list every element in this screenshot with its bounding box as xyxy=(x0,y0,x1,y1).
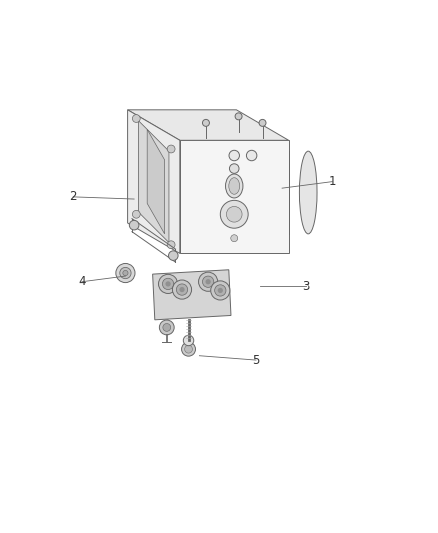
Circle shape xyxy=(162,278,174,289)
Text: 3: 3 xyxy=(302,280,310,293)
Circle shape xyxy=(247,150,257,161)
Polygon shape xyxy=(127,110,180,254)
Circle shape xyxy=(215,285,226,296)
Circle shape xyxy=(180,287,185,292)
Circle shape xyxy=(173,280,191,299)
Text: 1: 1 xyxy=(328,175,336,188)
Polygon shape xyxy=(127,110,289,140)
Circle shape xyxy=(116,263,135,282)
Ellipse shape xyxy=(226,174,243,198)
Circle shape xyxy=(198,272,218,292)
Circle shape xyxy=(167,241,175,249)
Circle shape xyxy=(182,342,195,356)
Circle shape xyxy=(120,268,131,279)
Circle shape xyxy=(159,274,178,294)
Circle shape xyxy=(235,113,242,120)
Polygon shape xyxy=(138,120,169,243)
Text: 4: 4 xyxy=(78,275,86,288)
Circle shape xyxy=(163,324,171,332)
Text: 5: 5 xyxy=(252,353,260,367)
Circle shape xyxy=(184,335,194,346)
Circle shape xyxy=(185,345,192,353)
Circle shape xyxy=(218,288,223,293)
Circle shape xyxy=(229,150,240,161)
Text: 2: 2 xyxy=(70,190,77,204)
Circle shape xyxy=(230,164,239,173)
Ellipse shape xyxy=(300,151,317,234)
Circle shape xyxy=(226,206,242,222)
Circle shape xyxy=(220,200,248,228)
Circle shape xyxy=(202,119,209,126)
Circle shape xyxy=(177,284,187,295)
Circle shape xyxy=(129,220,139,230)
Circle shape xyxy=(167,145,175,153)
Circle shape xyxy=(205,279,211,284)
Circle shape xyxy=(123,270,128,276)
Circle shape xyxy=(159,320,174,335)
Polygon shape xyxy=(180,140,289,254)
Circle shape xyxy=(202,276,214,287)
Polygon shape xyxy=(147,130,165,234)
Ellipse shape xyxy=(229,177,240,194)
Circle shape xyxy=(231,235,238,241)
Polygon shape xyxy=(152,270,231,320)
Circle shape xyxy=(166,281,171,287)
Circle shape xyxy=(169,251,178,261)
Circle shape xyxy=(259,119,266,126)
Circle shape xyxy=(132,115,140,123)
Circle shape xyxy=(132,211,140,218)
Circle shape xyxy=(211,281,230,300)
